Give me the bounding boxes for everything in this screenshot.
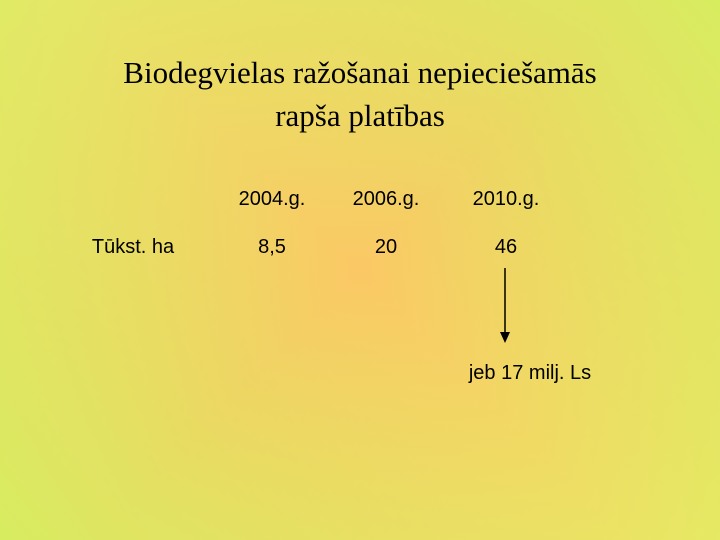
row-label: Tūkst. ha (91, 236, 175, 258)
table-cell: 46 (494, 236, 518, 258)
column-header: 2006.g. (352, 188, 420, 210)
arrow-head (500, 332, 510, 343)
column-header: 2010.g. (472, 188, 540, 210)
note: jeb 17 milj. Ls (468, 362, 592, 384)
title-line: rapša platības (275, 98, 445, 133)
table-cell: 20 (374, 236, 398, 258)
title-line: Biodegvielas ražošanai nepieciešamās (123, 55, 597, 90)
column-header: 2004.g. (238, 188, 306, 210)
table-cell: 8,5 (258, 236, 286, 258)
